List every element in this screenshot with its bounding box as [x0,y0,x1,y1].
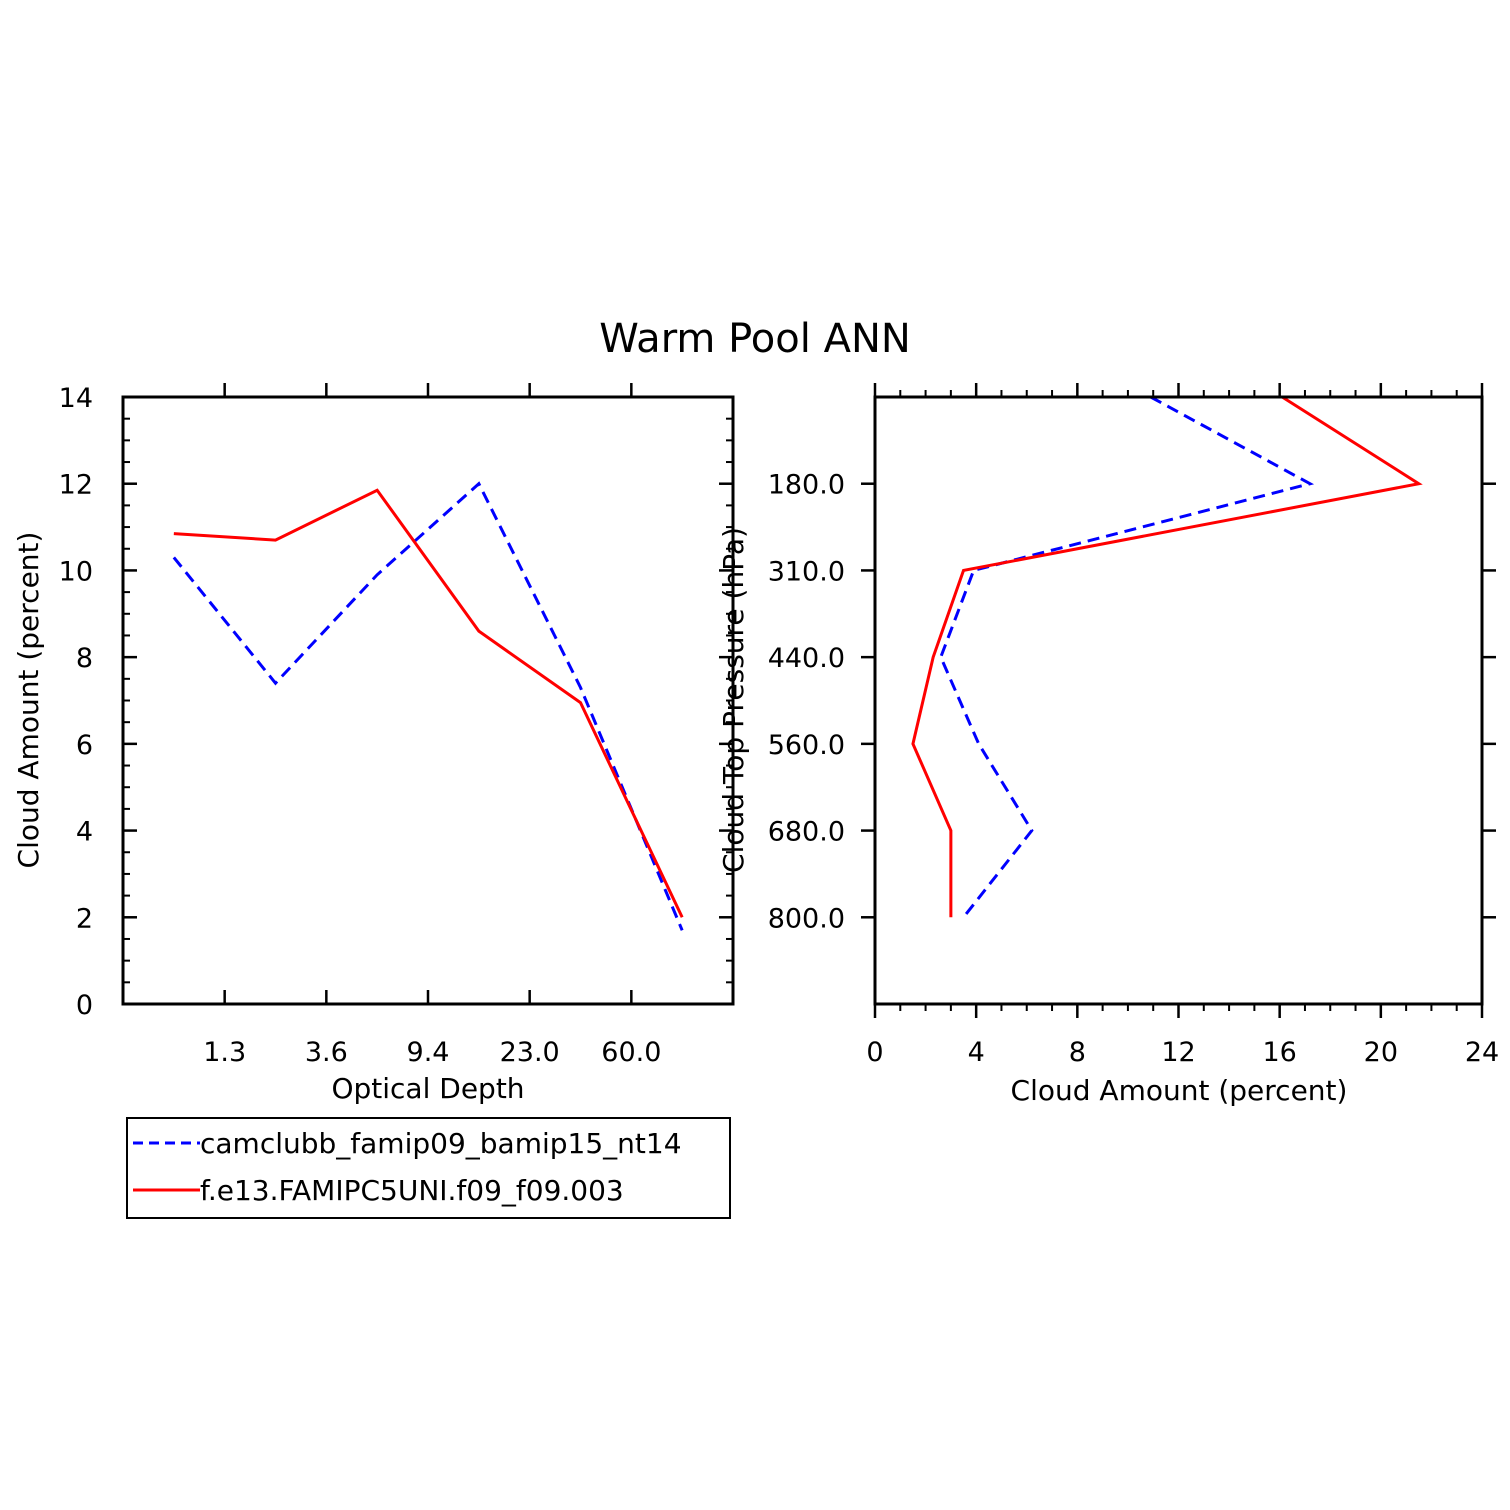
left-x-tick-label: 3.6 [305,1037,348,1068]
right-y-tick-label: 440.0 [768,643,845,674]
left-panel: 0 2 4 6 8 10 12 14 1.3 3.6 9.4 23.0 60.0 Optical Dep… [12,383,735,1105]
left-y-tick-label: 6 [76,730,93,761]
left-y-tick-label: 12 [59,470,93,501]
right-x-tick-label: 12 [1161,1037,1195,1068]
left-y-axis-label: Cloud Amount (percent) [12,532,45,869]
right-ticks: 0 4 8 12 16 20 24 180.0 310.0 440.0 560.0 680.0 800.… [768,383,1499,1068]
right-series-line-2 [911,395,1423,918]
right-x-tick-label: 4 [968,1037,985,1068]
left-x-tick-label: 60.0 [601,1037,661,1068]
left-x-tick-label: 1.3 [203,1037,246,1068]
legend-box [126,1117,731,1219]
left-y-tick-label: 4 [76,817,93,848]
left-y-tick-label: 14 [59,383,93,414]
chart-title: Warm Pool ANN [599,316,911,362]
right-y-tick-label: 310.0 [768,556,845,587]
left-y-tick-label: 0 [76,990,93,1021]
left-y-tick-label: 10 [59,556,93,587]
left-x-tick-label: 9.4 [407,1037,450,1068]
right-y-tick-label: 180.0 [768,470,845,501]
left-x-axis-label: Optical Depth [331,1072,524,1105]
legend-label-series-2: f.e13.FAMIPC5UNI.f09_f09.003 [200,1174,624,1207]
legend: camclubb_famip09_bamip15_nt14 f.e13.FAMI… [126,1117,731,1219]
right-x-axis-label: Cloud Amount (percent) [1011,1074,1348,1107]
left-y-tick-label: 8 [76,643,93,674]
right-series [911,395,1423,919]
right-x-tick-label: 24 [1465,1037,1499,1068]
legend-label-series-1: camclubb_famip09_bamip15_nt14 [200,1127,682,1160]
right-y-tick-label: 680.0 [768,817,845,848]
left-x-tick-label: 23.0 [500,1037,560,1068]
right-series-line-1 [939,395,1315,919]
left-y-tick-label: 2 [76,903,93,934]
left-series [172,481,684,931]
right-x-tick-label: 8 [1069,1037,1086,1068]
right-plot-frame [873,395,1484,1006]
right-y-tick-label: 800.0 [768,903,845,934]
right-x-tick-label: 16 [1262,1037,1296,1068]
left-plot-frame [121,395,735,1006]
left-series-line-1 [172,481,684,931]
right-panel: 0 4 8 12 16 20 24 180.0 310.0 440.0 560.0 680.0 800.… [717,383,1499,1107]
right-y-axis-label: Cloud Top Pressure (hPa) [717,527,750,873]
left-series-line-2 [173,488,684,918]
right-x-tick-label: 0 [866,1037,883,1068]
left-ticks: 0 2 4 6 8 10 12 14 1.3 3.6 9.4 23.0 60.0 [59,383,733,1068]
right-y-tick-label: 560.0 [768,730,845,761]
right-x-tick-label: 20 [1364,1037,1398,1068]
